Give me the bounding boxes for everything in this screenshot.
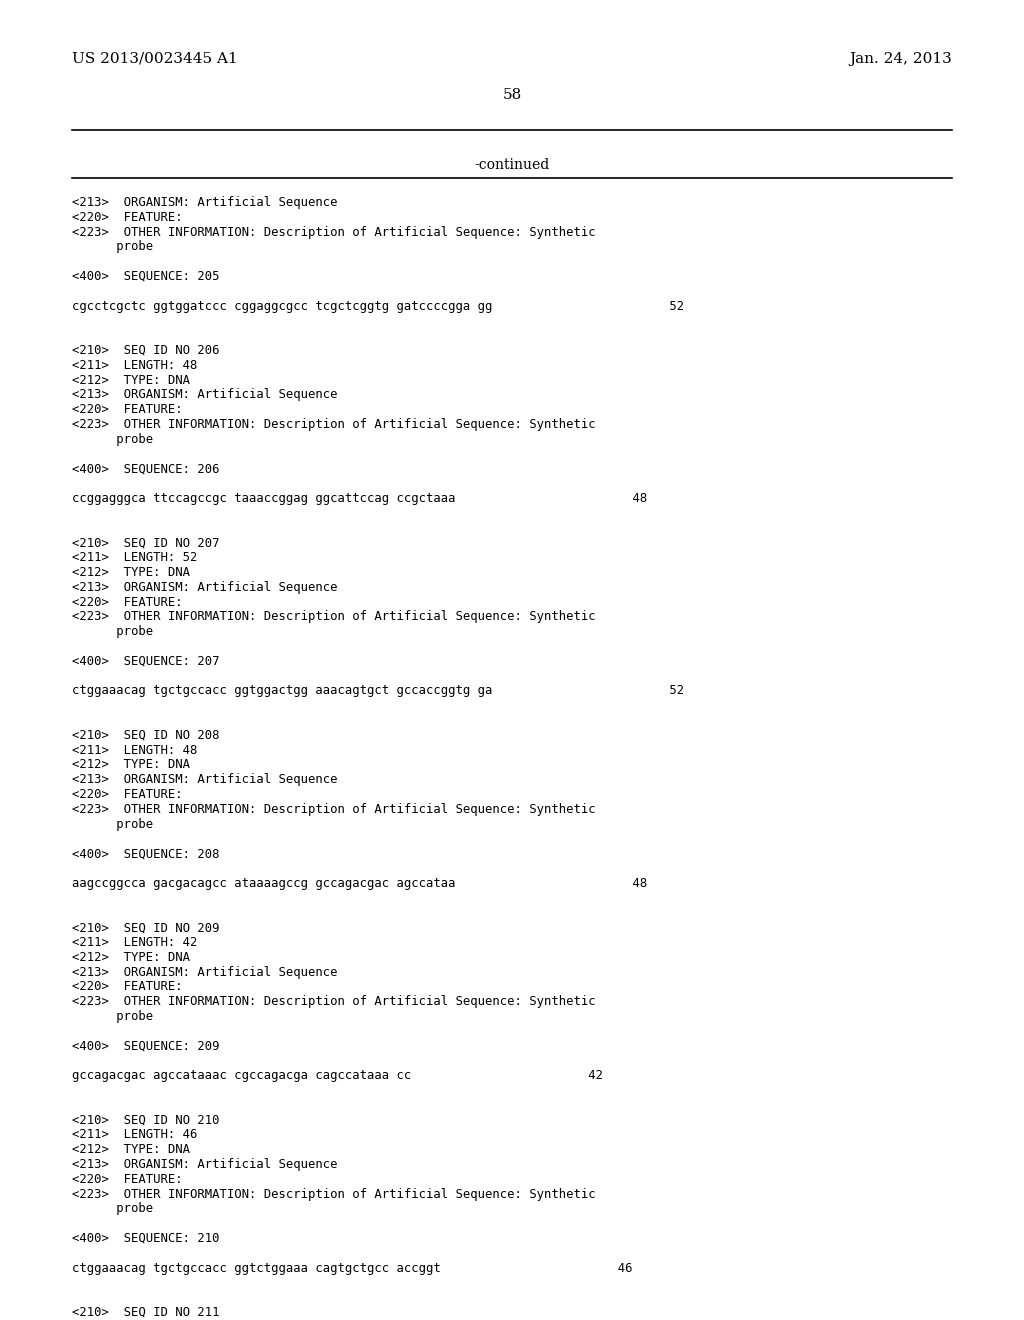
Text: probe: probe bbox=[72, 817, 154, 830]
Text: <223>  OTHER INFORMATION: Description of Artificial Sequence: Synthetic: <223> OTHER INFORMATION: Description of … bbox=[72, 803, 596, 816]
Text: Jan. 24, 2013: Jan. 24, 2013 bbox=[849, 51, 952, 66]
Text: <210>  SEQ ID NO 209: <210> SEQ ID NO 209 bbox=[72, 921, 219, 935]
Text: gccagacgac agccataaac cgccagacga cagccataaa cc                        42: gccagacgac agccataaac cgccagacga cagccat… bbox=[72, 1069, 603, 1082]
Text: <210>  SEQ ID NO 211: <210> SEQ ID NO 211 bbox=[72, 1305, 219, 1319]
Text: 58: 58 bbox=[503, 88, 521, 102]
Text: <210>  SEQ ID NO 206: <210> SEQ ID NO 206 bbox=[72, 345, 219, 356]
Text: <223>  OTHER INFORMATION: Description of Artificial Sequence: Synthetic: <223> OTHER INFORMATION: Description of … bbox=[72, 226, 596, 239]
Text: aagccggcca gacgacagcc ataaaagccg gccagacgac agccataa                        48: aagccggcca gacgacagcc ataaaagccg gccagac… bbox=[72, 876, 647, 890]
Text: <211>  LENGTH: 42: <211> LENGTH: 42 bbox=[72, 936, 198, 949]
Text: ctggaaacag tgctgccacc ggtggactgg aaacagtgct gccaccggtg ga                       : ctggaaacag tgctgccacc ggtggactgg aaacagt… bbox=[72, 684, 684, 697]
Text: <210>  SEQ ID NO 210: <210> SEQ ID NO 210 bbox=[72, 1114, 219, 1126]
Text: <213>  ORGANISM: Artificial Sequence: <213> ORGANISM: Artificial Sequence bbox=[72, 774, 338, 787]
Text: <213>  ORGANISM: Artificial Sequence: <213> ORGANISM: Artificial Sequence bbox=[72, 1158, 338, 1171]
Text: <220>  FEATURE:: <220> FEATURE: bbox=[72, 595, 182, 609]
Text: <223>  OTHER INFORMATION: Description of Artificial Sequence: Synthetic: <223> OTHER INFORMATION: Description of … bbox=[72, 610, 596, 623]
Text: <400>  SEQUENCE: 210: <400> SEQUENCE: 210 bbox=[72, 1232, 219, 1245]
Text: ctggaaacag tgctgccacc ggtctggaaa cagtgctgcc accggt                        46: ctggaaacag tgctgccacc ggtctggaaa cagtgct… bbox=[72, 1262, 633, 1275]
Text: <213>  ORGANISM: Artificial Sequence: <213> ORGANISM: Artificial Sequence bbox=[72, 195, 338, 209]
Text: <211>  LENGTH: 46: <211> LENGTH: 46 bbox=[72, 1129, 198, 1142]
Text: <220>  FEATURE:: <220> FEATURE: bbox=[72, 788, 182, 801]
Text: <213>  ORGANISM: Artificial Sequence: <213> ORGANISM: Artificial Sequence bbox=[72, 581, 338, 594]
Text: <213>  ORGANISM: Artificial Sequence: <213> ORGANISM: Artificial Sequence bbox=[72, 388, 338, 401]
Text: <220>  FEATURE:: <220> FEATURE: bbox=[72, 1172, 182, 1185]
Text: <210>  SEQ ID NO 207: <210> SEQ ID NO 207 bbox=[72, 536, 219, 549]
Text: <400>  SEQUENCE: 205: <400> SEQUENCE: 205 bbox=[72, 271, 219, 282]
Text: <211>  LENGTH: 52: <211> LENGTH: 52 bbox=[72, 552, 198, 564]
Text: <400>  SEQUENCE: 207: <400> SEQUENCE: 207 bbox=[72, 655, 219, 668]
Text: <212>  TYPE: DNA: <212> TYPE: DNA bbox=[72, 950, 190, 964]
Text: <212>  TYPE: DNA: <212> TYPE: DNA bbox=[72, 374, 190, 387]
Text: <213>  ORGANISM: Artificial Sequence: <213> ORGANISM: Artificial Sequence bbox=[72, 966, 338, 978]
Text: probe: probe bbox=[72, 626, 154, 638]
Text: <400>  SEQUENCE: 209: <400> SEQUENCE: 209 bbox=[72, 1040, 219, 1052]
Text: <223>  OTHER INFORMATION: Description of Artificial Sequence: Synthetic: <223> OTHER INFORMATION: Description of … bbox=[72, 418, 596, 432]
Text: <212>  TYPE: DNA: <212> TYPE: DNA bbox=[72, 566, 190, 579]
Text: <210>  SEQ ID NO 208: <210> SEQ ID NO 208 bbox=[72, 729, 219, 742]
Text: probe: probe bbox=[72, 1203, 154, 1216]
Text: <400>  SEQUENCE: 206: <400> SEQUENCE: 206 bbox=[72, 462, 219, 475]
Text: <211>  LENGTH: 48: <211> LENGTH: 48 bbox=[72, 743, 198, 756]
Text: US 2013/0023445 A1: US 2013/0023445 A1 bbox=[72, 51, 238, 66]
Text: <220>  FEATURE:: <220> FEATURE: bbox=[72, 981, 182, 994]
Text: <212>  TYPE: DNA: <212> TYPE: DNA bbox=[72, 759, 190, 771]
Text: probe: probe bbox=[72, 1010, 154, 1023]
Text: <220>  FEATURE:: <220> FEATURE: bbox=[72, 403, 182, 416]
Text: probe: probe bbox=[72, 240, 154, 253]
Text: <220>  FEATURE:: <220> FEATURE: bbox=[72, 211, 182, 224]
Text: ccggagggca ttccagccgc taaaccggag ggcattccag ccgctaaa                        48: ccggagggca ttccagccgc taaaccggag ggcattc… bbox=[72, 492, 647, 506]
Text: <212>  TYPE: DNA: <212> TYPE: DNA bbox=[72, 1143, 190, 1156]
Text: -continued: -continued bbox=[474, 158, 550, 172]
Text: probe: probe bbox=[72, 433, 154, 446]
Text: <223>  OTHER INFORMATION: Description of Artificial Sequence: Synthetic: <223> OTHER INFORMATION: Description of … bbox=[72, 1188, 596, 1201]
Text: <223>  OTHER INFORMATION: Description of Artificial Sequence: Synthetic: <223> OTHER INFORMATION: Description of … bbox=[72, 995, 596, 1008]
Text: <211>  LENGTH: 48: <211> LENGTH: 48 bbox=[72, 359, 198, 372]
Text: cgcctcgctc ggtggatccc cggaggcgcc tcgctcggtg gatccccgga gg                       : cgcctcgctc ggtggatccc cggaggcgcc tcgctcg… bbox=[72, 300, 684, 313]
Text: <400>  SEQUENCE: 208: <400> SEQUENCE: 208 bbox=[72, 847, 219, 861]
